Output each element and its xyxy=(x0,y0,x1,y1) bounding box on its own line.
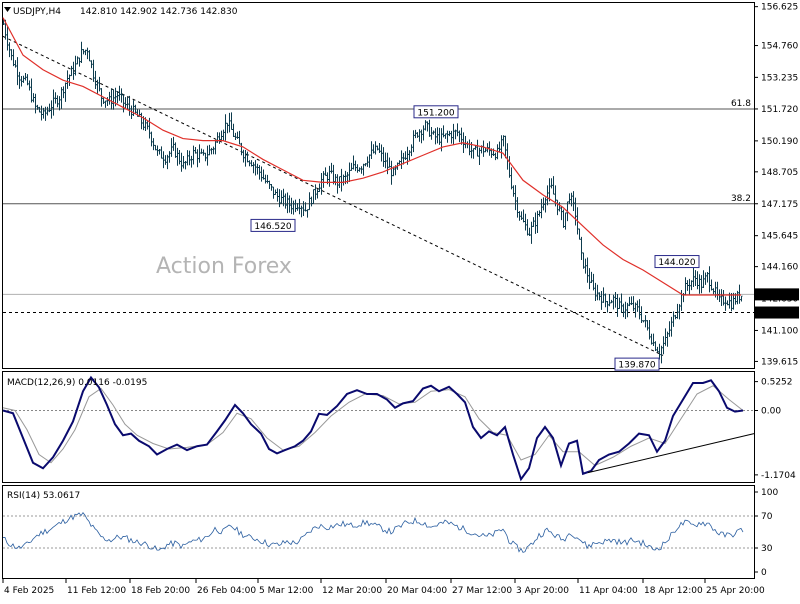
price-axis-label: 148.705 xyxy=(761,168,798,178)
macd-axis-label: 0.5252 xyxy=(761,378,793,388)
time-axis: 4 Feb 2025 11 Feb 12:00 18 Feb 20:00 26 Feb… xyxy=(2,579,765,596)
price-axis-label: 154.760 xyxy=(761,42,798,52)
price-axis-label: 139.615 xyxy=(761,357,798,367)
current-price-tag: 142.830 xyxy=(759,291,796,301)
macd-axis: 0.5252 0.00 -1.1704 xyxy=(754,378,796,481)
rsi-axis-label: 30 xyxy=(761,544,773,554)
price-axis-label: 153.235 xyxy=(761,73,798,83)
support-price-tag: 141.960 xyxy=(759,309,796,319)
time-axis-label: 11 Feb 12:00 xyxy=(67,586,126,596)
macd-pane-frame xyxy=(2,371,755,483)
price-axis-label: 150.190 xyxy=(761,137,798,147)
rsi-pane-frame xyxy=(2,485,755,579)
chart-title: USDJPY,H4 xyxy=(13,7,61,17)
rsi-axis-label: 100 xyxy=(761,488,778,498)
price-label-box xyxy=(250,218,296,232)
moving-average-line xyxy=(2,17,741,296)
price-axis-label: 156.625 xyxy=(761,3,798,13)
price-label-box xyxy=(654,255,700,269)
price-axis-label: 141.100 xyxy=(761,326,798,336)
fib-level-label: 61.8 xyxy=(731,99,751,109)
price-label: 139.870 xyxy=(618,361,655,371)
macd-title: MACD(12,26,9) 0.0116 -0.0195 xyxy=(7,378,147,388)
ohlc-bars xyxy=(2,18,743,364)
price-axis-label: 151.720 xyxy=(761,105,798,115)
macd-line xyxy=(2,375,744,482)
rsi-layer xyxy=(2,512,754,553)
price-axis-label: 145.645 xyxy=(761,232,798,242)
support-price-tag-box xyxy=(755,306,799,319)
macd-layer xyxy=(2,375,755,482)
rsi-axis-label: 0 xyxy=(761,568,767,578)
macd-signal-line xyxy=(2,385,744,467)
fib-level-label: 38.2 xyxy=(731,194,751,204)
price-label-box xyxy=(614,357,660,371)
rsi-line xyxy=(2,512,744,553)
price-label: 144.020 xyxy=(658,258,695,268)
current-price-tag-box xyxy=(755,288,799,301)
time-axis-label: 12 Mar 20:00 xyxy=(322,586,382,596)
rsi-title: RSI(14) 53.0617 xyxy=(7,491,80,501)
price-label-box xyxy=(413,105,459,119)
time-axis-label: 18 Apr 12:00 xyxy=(644,586,703,596)
symbol-dropdown-icon[interactable] xyxy=(4,7,11,12)
watermark: Action Forex xyxy=(156,254,292,279)
price-axis-label: 144.160 xyxy=(761,263,798,273)
macd-trend-line xyxy=(587,433,755,474)
macd-axis-label: -1.1704 xyxy=(761,471,796,481)
macd-axis-label: 0.00 xyxy=(761,407,781,417)
time-axis-label: 26 Feb 04:00 xyxy=(197,586,256,596)
time-axis-label: 11 Apr 04:00 xyxy=(579,586,638,596)
time-axis-label: 20 Mar 04:00 xyxy=(387,586,447,596)
time-axis-label: 27 Mar 12:00 xyxy=(452,586,512,596)
time-axis-label: 25 Apr 20:00 xyxy=(706,586,765,596)
time-axis-label: 5 Mar 12:00 xyxy=(259,586,314,596)
time-axis-label: 3 Apr 20:00 xyxy=(516,586,569,596)
ohlc-readout: 142.810 142.902 142.736 142.830 xyxy=(80,7,238,17)
price-pane-frame xyxy=(2,2,755,369)
price-layer: 61.8 38.2 151.200 146.520 144.020 139.870 xyxy=(2,17,754,371)
rsi-axis: 100 70 30 0 xyxy=(754,488,778,578)
time-axis-label: 4 Feb 2025 xyxy=(4,586,54,596)
price-label: 146.520 xyxy=(254,222,291,232)
time-axis-label: 18 Feb 20:00 xyxy=(131,586,190,596)
price-axis-label: 147.175 xyxy=(761,200,798,210)
price-label: 151.200 xyxy=(417,108,454,118)
trend-line xyxy=(2,35,664,356)
rsi-axis-label: 70 xyxy=(761,512,773,522)
price-axis: 156.625 154.760 153.235 151.720 150.190 148.7… xyxy=(754,3,799,367)
